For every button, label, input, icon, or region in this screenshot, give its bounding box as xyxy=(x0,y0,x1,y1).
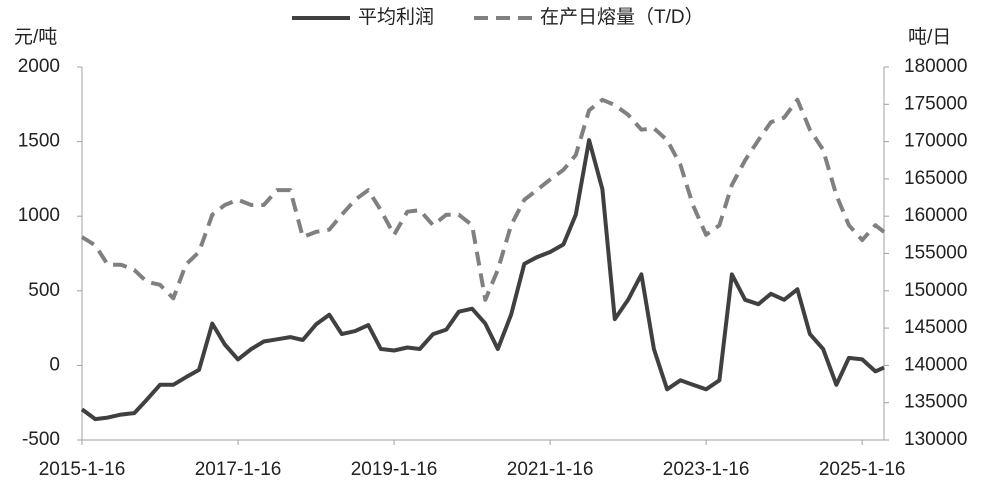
y2-tick-label: 160000 xyxy=(904,205,967,226)
x-tick-label: 2025-1-16 xyxy=(819,459,906,480)
y2-tick-label: 155000 xyxy=(904,243,967,264)
x-tick-label: 2021-1-16 xyxy=(507,459,594,480)
legend-label: 在产日熔量（T/D） xyxy=(540,6,704,28)
y2-axis-label: 吨/日 xyxy=(908,26,951,48)
y-tick-label: 1000 xyxy=(18,205,60,226)
y-tick-label: 0 xyxy=(49,354,60,375)
y2-tick-label: 145000 xyxy=(904,317,967,338)
legend-label: 平均利润 xyxy=(358,6,434,28)
y2-tick-label: 165000 xyxy=(904,168,967,189)
y2-tick-label: 140000 xyxy=(904,354,967,375)
y-axis-label: 元/吨 xyxy=(14,26,57,48)
y-tick-label: -500 xyxy=(22,429,60,450)
y-tick-label: 500 xyxy=(28,280,60,301)
x-tick-label: 2017-1-16 xyxy=(195,459,282,480)
x-tick-label: 2019-1-16 xyxy=(351,459,438,480)
series-line xyxy=(80,97,886,302)
y-tick-label: 2000 xyxy=(18,56,60,77)
y2-tick-label: 180000 xyxy=(904,56,967,77)
y2-tick-label: 130000 xyxy=(904,429,967,450)
y2-tick-label: 150000 xyxy=(904,280,967,301)
y2-tick-label: 170000 xyxy=(904,131,967,152)
y-tick-label: 1500 xyxy=(18,131,60,152)
y2-tick-label: 175000 xyxy=(904,93,967,114)
series-line xyxy=(80,138,885,422)
x-tick-label: 2015-1-16 xyxy=(39,459,126,480)
x-tick-label: 2023-1-16 xyxy=(663,459,750,480)
y2-tick-label: 135000 xyxy=(904,392,967,413)
